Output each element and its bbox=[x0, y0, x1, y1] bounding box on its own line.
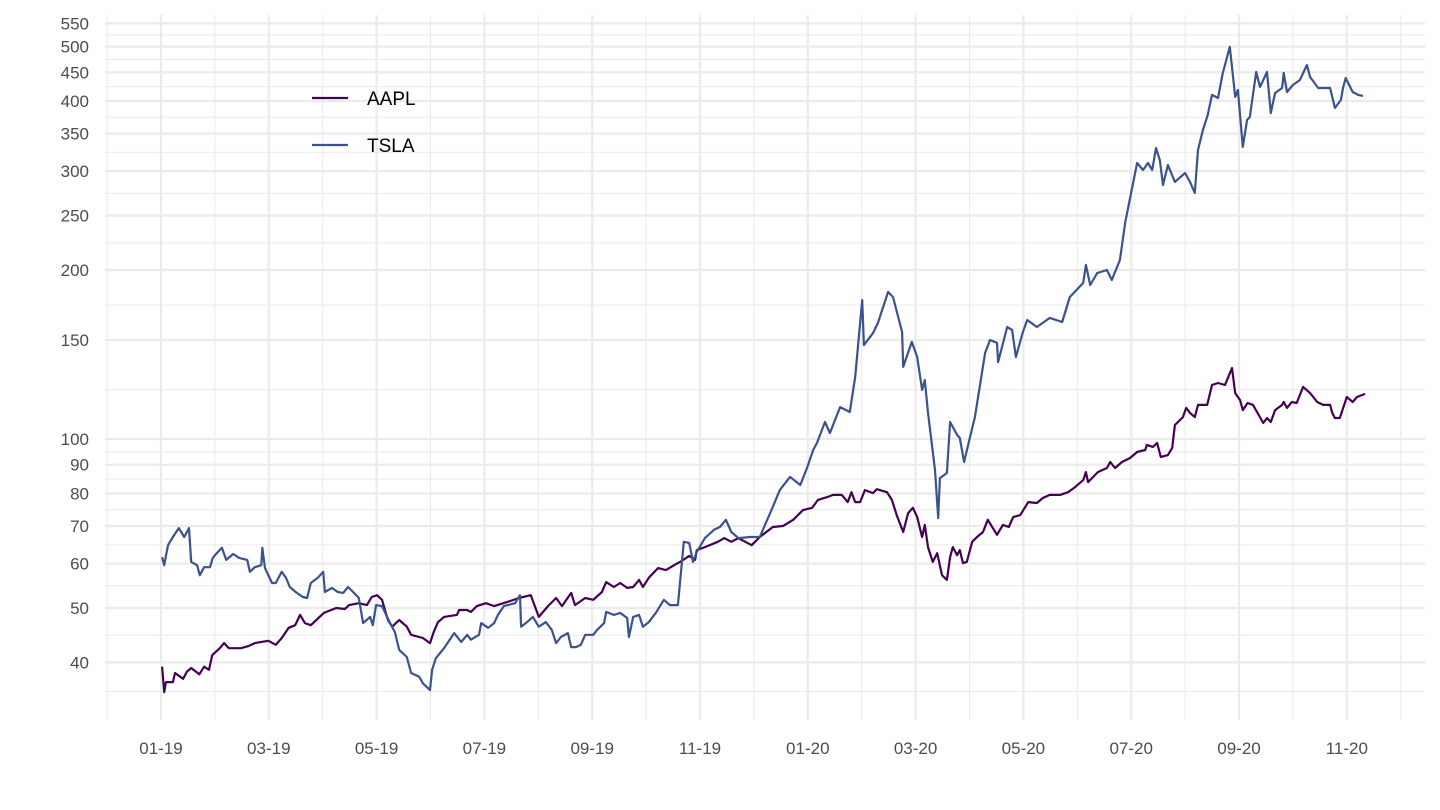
x-tick-label: 05-19 bbox=[355, 739, 398, 758]
x-tick-label: 07-19 bbox=[463, 739, 506, 758]
y-tick-label: 90 bbox=[70, 456, 89, 475]
y-tick-label: 550 bbox=[61, 14, 89, 33]
y-tick-label: 500 bbox=[61, 38, 89, 57]
major-gridlines bbox=[105, 15, 1425, 720]
y-tick-label: 350 bbox=[61, 125, 89, 144]
y-tick-label: 50 bbox=[70, 599, 89, 618]
y-tick-label: 150 bbox=[61, 331, 89, 350]
legend-label-tsla: TSLA bbox=[367, 136, 415, 157]
x-tick-label: 05-20 bbox=[1002, 739, 1045, 758]
x-tick-label: 09-19 bbox=[570, 739, 613, 758]
y-tick-label: 200 bbox=[61, 261, 89, 280]
legend: AAPL TSLA bbox=[312, 89, 416, 157]
x-tick-label: 11-19 bbox=[679, 739, 721, 758]
y-tick-label: 80 bbox=[70, 484, 89, 503]
x-tick-label: 11-20 bbox=[1326, 739, 1368, 758]
x-tick-label: 09-20 bbox=[1217, 739, 1260, 758]
y-tick-label: 70 bbox=[70, 517, 89, 536]
y-tick-label: 250 bbox=[61, 207, 89, 226]
y-tick-label: 40 bbox=[70, 653, 89, 672]
legend-label-aapl: AAPL bbox=[367, 89, 416, 110]
y-tick-label: 450 bbox=[61, 63, 89, 82]
y-tick-label: 100 bbox=[61, 430, 89, 449]
x-tick-label: 03-19 bbox=[247, 739, 290, 758]
y-tick-label: 60 bbox=[70, 555, 89, 574]
x-axis-tick-labels: 01-19 03-19 05-19 07-19 09-19 11-19 01-20 03-20… bbox=[139, 739, 1368, 758]
x-tick-label: 07-20 bbox=[1109, 739, 1152, 758]
x-tick-label: 01-19 bbox=[139, 739, 182, 758]
series-line-tsla bbox=[161, 45, 1364, 692]
x-tick-label: 01-20 bbox=[786, 739, 829, 758]
y-axis-tick-labels: 40 50 60 70 80 90 100 150 200 250 300 350 400 450 500 5… bbox=[61, 14, 89, 672]
y-tick-label: 400 bbox=[61, 92, 89, 111]
y-tick-label: 300 bbox=[61, 162, 89, 181]
minor-gridlines bbox=[105, 15, 1425, 720]
series-line-aapl bbox=[161, 366, 1366, 694]
x-tick-label: 03-20 bbox=[894, 739, 937, 758]
series-lines bbox=[161, 45, 1366, 694]
